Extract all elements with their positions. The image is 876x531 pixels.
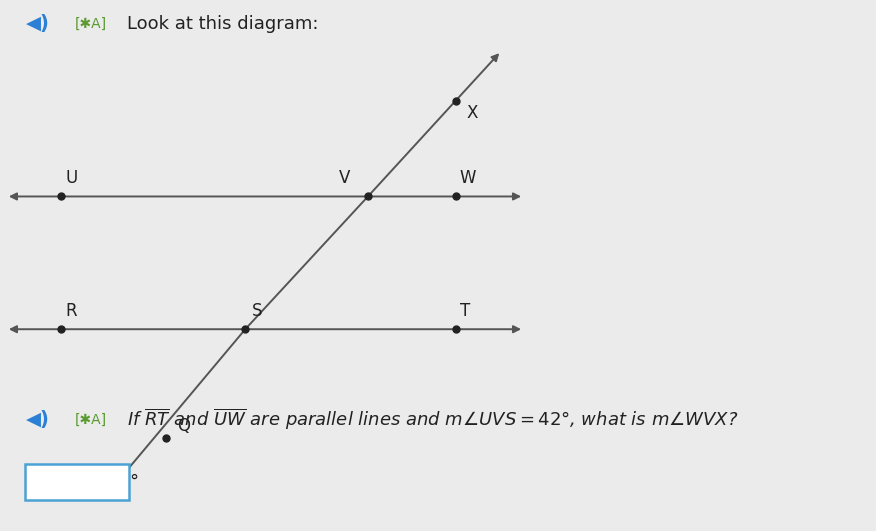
Text: ◀): ◀): [26, 14, 50, 33]
Text: U: U: [66, 169, 78, 187]
Text: °: °: [130, 473, 138, 491]
Text: ◀): ◀): [26, 410, 50, 429]
Text: R: R: [66, 302, 77, 320]
Text: [✱A]: [✱A]: [74, 17, 107, 31]
Text: W: W: [460, 169, 477, 187]
Text: T: T: [460, 302, 470, 320]
Text: If $\overline{RT}$ and $\overline{UW}$ are parallel lines and $m\angle UVS= 42°$: If $\overline{RT}$ and $\overline{UW}$ a…: [127, 407, 738, 432]
FancyBboxPatch shape: [25, 464, 129, 500]
Text: Look at this diagram:: Look at this diagram:: [127, 15, 319, 33]
Text: Q: Q: [177, 417, 190, 435]
Text: X: X: [466, 104, 477, 122]
Text: V: V: [339, 169, 350, 187]
Text: [✱A]: [✱A]: [74, 413, 107, 426]
Text: S: S: [252, 302, 263, 320]
